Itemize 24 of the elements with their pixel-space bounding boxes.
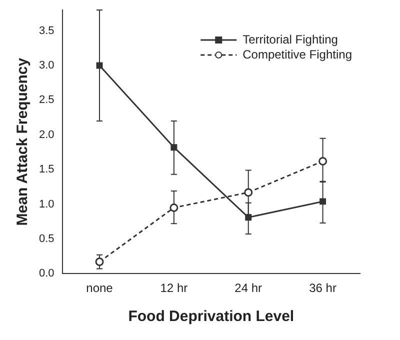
y-tick-label: 3.0 [38,60,54,72]
point [95,258,104,266]
y-axis-title: Mean Attack Frequency [14,57,32,226]
y-tick-label: 0.5 [38,232,54,245]
x-tick-label: 12 hr [160,281,188,296]
y-tick-label: 1.5 [38,164,54,176]
y-tick-label: 3.5 [38,24,54,37]
point [245,214,252,221]
point [320,198,326,205]
x-tick-label: 36 hr [309,281,336,296]
y-tick-label: 2.0 [38,128,54,141]
point [244,188,253,197]
x-tick-label: none [86,281,114,296]
x-tick-label: 24 hr [234,281,262,296]
legend-label: Competitive Fighting [242,47,352,62]
y-tick-label: 0.0 [38,268,54,280]
legend-label: Territorial Fighting [242,32,338,46]
point [96,62,103,69]
y-tick-label: 1.0 [38,198,54,210]
y-tick-label: 2.5 [38,94,54,106]
point [170,203,178,212]
point [170,144,178,151]
x-axis-title: Food Deprivation Level [128,308,294,326]
point [318,156,328,166]
